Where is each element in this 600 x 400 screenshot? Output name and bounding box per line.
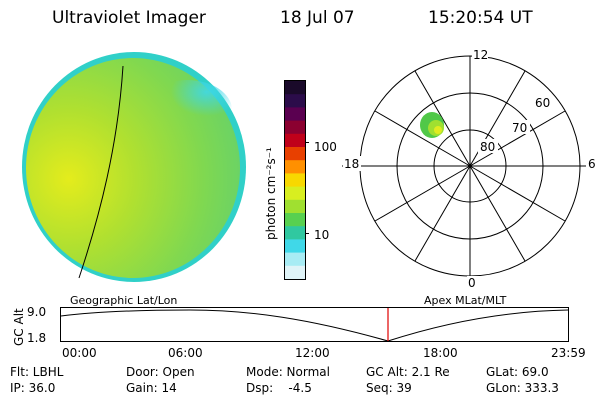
- gc-alt-axis-title: GC Alt: [12, 308, 26, 346]
- colorbar-segment: [285, 226, 305, 240]
- color-scale-bar: [284, 80, 306, 280]
- glon-info: GLon: 333.3: [486, 381, 559, 395]
- geo-lat-lon-title: Geographic Lat/Lon: [70, 294, 178, 307]
- colorbar-segment: [285, 160, 305, 174]
- seq-info: Seq: 39: [366, 381, 412, 395]
- colorbar-segment: [285, 133, 305, 148]
- mlt-label-0: 0: [468, 276, 476, 288]
- colorbar-segment: [285, 147, 305, 161]
- mlt-label-12: 12: [473, 48, 488, 62]
- uv-disk-image: [22, 52, 246, 282]
- filter-info: Flt: LBHL: [10, 365, 64, 379]
- time-tick-0000: 00:00: [62, 346, 97, 360]
- colorbar-segment: [285, 252, 305, 267]
- colorbar-segment: [285, 186, 305, 201]
- apex-mlat-mlt-title: Apex MLat/MLT: [424, 294, 507, 307]
- time-tick-1200: 12:00: [295, 346, 330, 360]
- colorbar-segment: [285, 107, 305, 122]
- colorbar-segment: [285, 199, 305, 214]
- colorbar-segment: [285, 81, 305, 95]
- colorbar-segment: [285, 213, 305, 227]
- app-title: Ultraviolet Imager: [52, 8, 206, 28]
- colorbar-segment: [285, 265, 305, 280]
- polar-plot: 12 6 0 18 60 70 80: [342, 48, 600, 288]
- dsp-info: Dsp: -4.5: [246, 381, 312, 395]
- date-label: 18 Jul 07: [280, 8, 355, 28]
- mode-info: Mode: Normal: [246, 365, 330, 379]
- terminator-line: [78, 65, 124, 279]
- gc-alt-tick-top: 9.0: [27, 305, 47, 319]
- mlt-label-18: 18: [344, 157, 359, 171]
- gain-info: Gain: 14: [126, 381, 177, 395]
- gc-alt-tick-bottom: 1.8: [27, 331, 47, 345]
- time-tick-1800: 18:00: [423, 346, 458, 360]
- colorbar-tick-10: 10: [314, 228, 330, 242]
- glat-info: GLat: 69.0: [486, 365, 549, 379]
- lat-label-80: 80: [480, 140, 495, 154]
- lat-label-60: 60: [535, 96, 550, 110]
- colorbar-unit-label: photon cm⁻²s⁻¹: [264, 147, 278, 240]
- aurora-blob: [420, 112, 444, 138]
- time-tick-0600: 06:00: [168, 346, 203, 360]
- orbit-altitude-curve: [60, 309, 569, 342]
- time-label: 15:20:54 UT: [428, 8, 533, 28]
- ip-info: IP: 36.0: [10, 381, 56, 395]
- mlt-label-6: 6: [588, 157, 596, 171]
- colorbar-segment: [285, 239, 305, 254]
- time-tick-2359: 23:59: [551, 346, 586, 360]
- lat-label-70: 70: [512, 121, 527, 135]
- colorbar-tick-100: 100: [314, 140, 337, 154]
- gc-alt-info: GC Alt: 2.1 Re: [366, 365, 450, 379]
- orbit-altitude-plot: [60, 307, 569, 342]
- colorbar-segment: [285, 173, 305, 188]
- colorbar-segment: [285, 94, 305, 108]
- door-info: Door: Open: [126, 365, 195, 379]
- colorbar-segment: [285, 120, 305, 135]
